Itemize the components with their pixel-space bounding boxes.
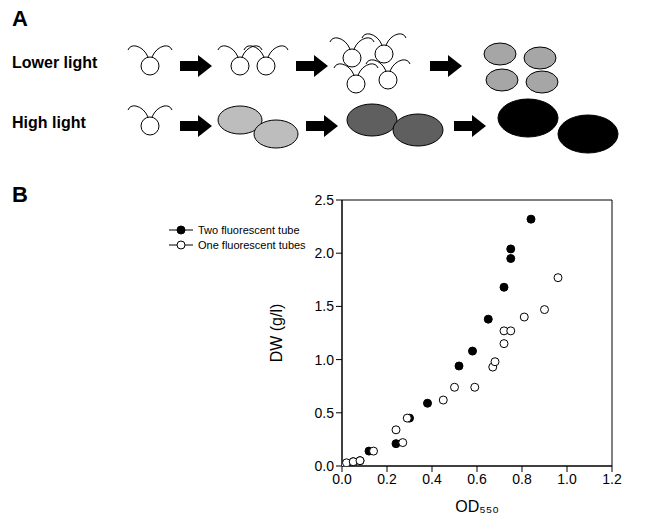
svg-text:1.0: 1.0 <box>315 352 335 368</box>
svg-text:Lower light: Lower light <box>12 54 98 71</box>
svg-text:0.0: 0.0 <box>332 471 352 487</box>
svg-text:0.2: 0.2 <box>377 471 397 487</box>
svg-text:A: A <box>12 6 28 31</box>
svg-text:OD₅₅₀: OD₅₅₀ <box>455 498 499 515</box>
svg-text:1.5: 1.5 <box>315 298 335 314</box>
svg-text:1.0: 1.0 <box>557 471 577 487</box>
svg-text:1.2: 1.2 <box>602 471 622 487</box>
html-text:One fluorescent tubes: One fluorescent tubes <box>198 238 306 251</box>
html-text:Two fluorescent tube: Two fluorescent tube <box>198 223 300 236</box>
svg-text:2.0: 2.0 <box>315 245 335 261</box>
svg-text:High light: High light <box>12 114 86 131</box>
svg-text:0.8: 0.8 <box>512 471 532 487</box>
svg-text:2.5: 2.5 <box>315 192 335 208</box>
svg-text:DW (g/l): DW (g/l) <box>268 304 285 363</box>
svg-text:0.5: 0.5 <box>315 405 335 421</box>
html-text:B: B <box>12 182 28 207</box>
svg-text:0.6: 0.6 <box>467 471 487 487</box>
svg-text:0.0: 0.0 <box>315 458 335 474</box>
svg-text:0.4: 0.4 <box>422 471 442 487</box>
